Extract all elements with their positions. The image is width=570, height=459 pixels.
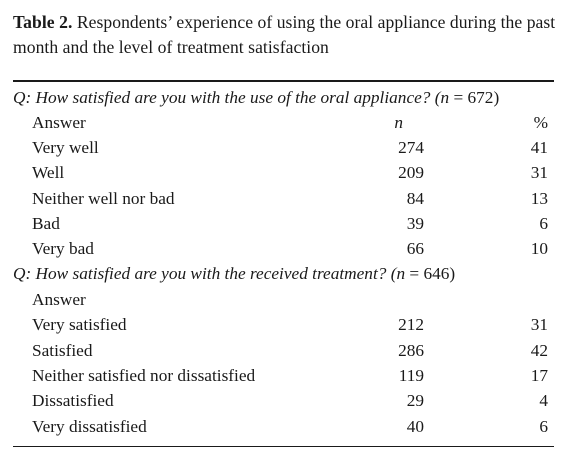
pct-cell: 42 xyxy=(530,341,548,360)
answer-cell: Very dissatisfied xyxy=(32,417,147,436)
table-row: Very well 274 41 xyxy=(0,135,570,160)
header-answer: Answer xyxy=(32,113,86,132)
table-bottom-rule xyxy=(13,446,554,447)
pct-cell: 31 xyxy=(530,163,548,182)
pct-cell: 13 xyxy=(530,189,548,208)
answer-cell: Very bad xyxy=(32,239,94,258)
pct-cell: 31 xyxy=(530,315,548,334)
table-row: Very satisfied 212 31 xyxy=(0,312,570,337)
header-pct: % xyxy=(533,113,548,132)
answer-cell: Well xyxy=(32,163,65,182)
n-cell: 119 xyxy=(398,366,424,385)
table-row: Satisfied 286 42 xyxy=(0,338,570,363)
pct-cell: 10 xyxy=(530,239,548,258)
header-row-2: Answer xyxy=(0,287,570,312)
question-row-1: Q: How satisfied are you with the use of… xyxy=(0,85,570,110)
n-cell: 84 xyxy=(406,189,424,208)
answer-cell: Very satisfied xyxy=(32,315,127,334)
question-text-1: Q: How satisfied are you with the use of… xyxy=(13,88,500,107)
table-row: Neither well nor bad 84 13 xyxy=(0,186,570,211)
caption-text: Respondents’ experience of using the ora… xyxy=(13,12,556,57)
answer-cell: Neither satisfied nor dissatisfied xyxy=(32,366,256,385)
table-row: Bad 39 6 xyxy=(0,211,570,236)
answer-cell: Satisfied xyxy=(32,341,93,360)
table-label: Table 2. xyxy=(13,12,73,32)
answer-cell: Neither well nor bad xyxy=(32,189,175,208)
n-cell: 39 xyxy=(406,214,424,233)
n-cell: 29 xyxy=(406,391,424,410)
n-cell: 40 xyxy=(406,417,424,436)
table-row: Neither satisfied nor dissatisfied 119 1… xyxy=(0,363,570,388)
pct-cell: 4 xyxy=(539,391,548,410)
n-cell: 66 xyxy=(406,239,424,258)
pct-cell: 6 xyxy=(539,214,548,233)
table-top-rule xyxy=(13,80,554,82)
pct-cell: 6 xyxy=(539,417,548,436)
table-caption: Table 2. Respondents’ experience of usin… xyxy=(13,10,561,60)
n-cell: 209 xyxy=(398,163,424,182)
pct-cell: 41 xyxy=(530,138,548,157)
pct-cell: 17 xyxy=(530,366,548,385)
question-row-2: Q: How satisfied are you with the receiv… xyxy=(0,261,570,286)
table-row: Very dissatisfied 40 6 xyxy=(0,414,570,439)
table-row: Well 209 31 xyxy=(0,160,570,185)
answer-cell: Dissatisfied xyxy=(32,391,114,410)
table-row: Very bad 66 10 xyxy=(0,236,570,261)
header-row-1: Answer n % xyxy=(0,110,570,135)
answer-cell: Bad xyxy=(32,214,60,233)
header-n: n xyxy=(394,113,403,132)
n-cell: 274 xyxy=(398,138,424,157)
question-text-2: Q: How satisfied are you with the receiv… xyxy=(13,264,456,283)
n-cell: 212 xyxy=(398,315,424,334)
answer-cell: Very well xyxy=(32,138,99,157)
table-row: Dissatisfied 29 4 xyxy=(0,388,570,413)
n-cell: 286 xyxy=(398,341,424,360)
header-answer: Answer xyxy=(32,290,86,309)
